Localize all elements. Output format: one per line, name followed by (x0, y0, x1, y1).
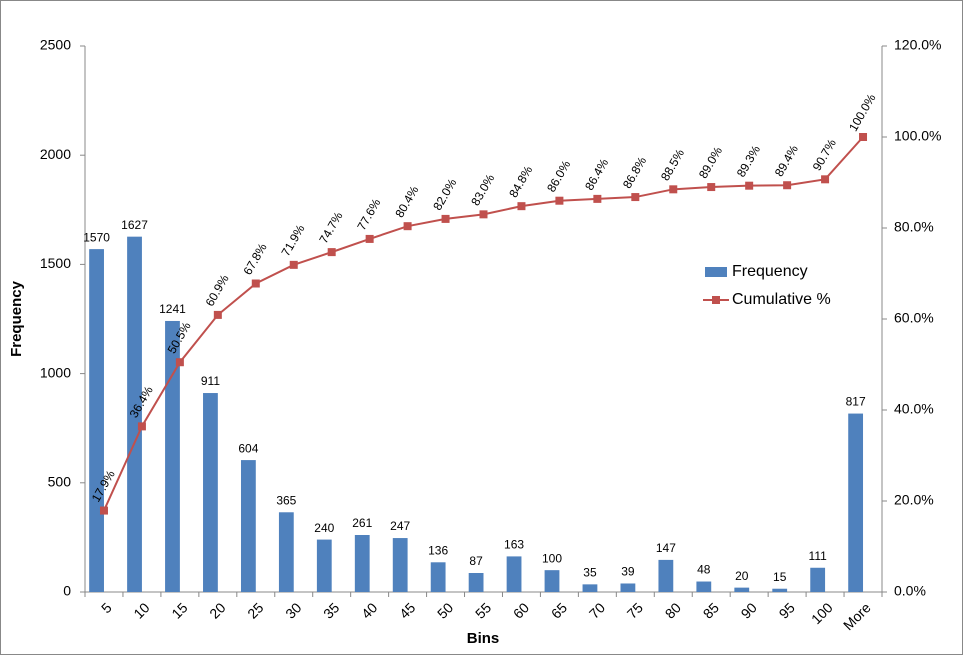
legend-label: Cumulative % (732, 291, 831, 308)
bar (240, 460, 256, 592)
bar (127, 236, 142, 592)
y2-tick-label: 120.0% (894, 37, 941, 53)
bar-value-label: 48 (697, 563, 711, 577)
y2-tick-label: 0.0% (894, 583, 926, 599)
bar-value-label: 1241 (159, 302, 186, 316)
bar-value-label: 247 (390, 519, 410, 533)
bar (278, 512, 294, 592)
bar-value-label: 20 (735, 569, 749, 583)
y-tick-label: 0 (63, 583, 71, 599)
y2-tick-label: 80.0% (894, 219, 934, 235)
bar-value-label: 15 (773, 570, 787, 584)
bar-value-label: 35 (583, 566, 597, 580)
bar (772, 588, 788, 592)
bar-value-label: 147 (656, 541, 676, 555)
y-axis-title: Frequency (8, 280, 25, 357)
line-marker (517, 202, 526, 211)
y2-tick-label: 40.0% (894, 401, 934, 417)
line-marker (479, 210, 488, 219)
bar-value-label: 100 (542, 551, 562, 565)
bar-value-label: 163 (504, 538, 524, 552)
y2-tick-label: 60.0% (894, 310, 934, 326)
legend-label: Frequency (732, 263, 808, 280)
bar (620, 583, 636, 592)
bar (544, 570, 560, 592)
line-marker (365, 234, 374, 243)
line-marker (783, 181, 792, 190)
bar-value-label: 111 (809, 549, 828, 563)
legend-swatch (705, 267, 727, 277)
bar (165, 320, 180, 592)
bar (734, 587, 750, 592)
x-axis-title: Bins (467, 630, 500, 647)
bar-value-label: 261 (352, 516, 372, 530)
bar (89, 249, 104, 592)
bar (316, 539, 332, 592)
line-marker (213, 310, 222, 319)
line-marker (99, 506, 108, 515)
bar-value-label: 39 (621, 565, 635, 579)
bar-value-label: 911 (201, 374, 220, 388)
bar-value-label: 817 (846, 395, 866, 409)
bar-value-label: 87 (469, 554, 483, 568)
line-marker (859, 133, 868, 141)
y-tick-label: 2500 (40, 37, 71, 53)
y2-tick-label: 100.0% (894, 128, 941, 144)
line-marker (821, 175, 830, 184)
bar (696, 581, 712, 592)
line-marker (289, 260, 298, 269)
bar-value-label: 365 (276, 493, 296, 507)
bar (354, 534, 370, 592)
bar (392, 538, 408, 592)
bar-value-label: 240 (314, 521, 334, 535)
line-marker (669, 185, 678, 194)
line-marker (441, 214, 450, 223)
line-marker (403, 222, 412, 231)
line-marker (137, 422, 146, 431)
line-marker (745, 181, 754, 190)
legend-marker (712, 296, 720, 304)
bar (468, 572, 484, 592)
line-marker (555, 196, 564, 205)
line-marker (707, 183, 716, 192)
bar (848, 413, 864, 592)
line-marker (327, 248, 336, 257)
y-tick-label: 1000 (40, 364, 71, 380)
bar (203, 393, 218, 592)
bar (658, 559, 674, 592)
bar-value-label: 1570 (83, 230, 110, 244)
line-marker (251, 279, 260, 288)
y-tick-label: 1500 (40, 255, 71, 271)
line-marker (593, 194, 602, 203)
y-tick-label: 500 (48, 474, 72, 490)
line-marker (175, 358, 184, 367)
bar-value-label: 1627 (121, 218, 148, 232)
bar (810, 567, 826, 592)
y-tick-label: 2000 (40, 146, 71, 162)
bar (582, 584, 598, 592)
bar-value-label: 136 (428, 543, 448, 557)
line-marker (631, 193, 640, 202)
bar (506, 556, 522, 592)
bar-value-label: 604 (238, 441, 258, 455)
bar (430, 562, 446, 592)
y2-tick-label: 20.0% (894, 492, 934, 508)
